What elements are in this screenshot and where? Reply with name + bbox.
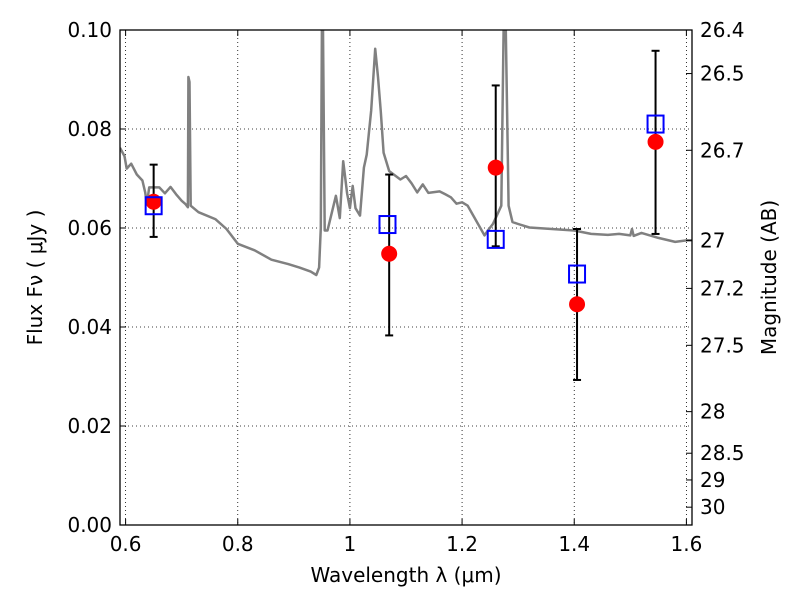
model-points: [144, 114, 665, 284]
right-tick-label: 28.5: [700, 441, 745, 465]
model-point: [144, 196, 163, 216]
spectrum-layer: [120, 30, 692, 277]
grid-lines: [120, 29, 692, 526]
right-tick-label: 29: [700, 468, 725, 492]
right-tick-label: 26.5: [700, 62, 745, 86]
right-tick-label: 27.2: [700, 276, 745, 300]
right-axis-label: Magnitude (AB): [757, 200, 781, 355]
x-axis-ticks: 0.6 0.8 1 1.2 1.4 1.6: [110, 30, 702, 556]
right-tick-label: 26.7: [700, 138, 745, 162]
observed-point: [569, 296, 586, 313]
y-tick-label: 0.08: [67, 117, 112, 141]
right-tick-label: 27: [700, 228, 725, 252]
y-axis-label: Flux Fν ( μJy ): [23, 210, 47, 346]
x-tick-label: 1.6: [670, 532, 702, 556]
y-axis-ticks: 0.00 0.02 0.04 0.06 0.08 0.10: [67, 18, 126, 537]
model-point: [646, 114, 665, 134]
right-tick-label: 30: [700, 495, 725, 519]
observed-point: [647, 133, 664, 150]
y-tick-label: 0.06: [67, 216, 112, 240]
x-tick-label: 1.2: [446, 532, 478, 556]
y-tick-label: 0.10: [67, 18, 112, 42]
x-axis-label: Wavelength λ (μm): [310, 563, 501, 587]
model-point: [486, 229, 505, 249]
right-tick-label: 28: [700, 400, 725, 424]
observed-point: [381, 245, 398, 262]
errorbar-layer: [149, 49, 660, 381]
right-tick-label: 26.4: [700, 18, 745, 42]
observed-points: [145, 133, 664, 313]
y-tick-label: 0.04: [67, 315, 112, 339]
model-point: [378, 215, 397, 235]
x-tick-label: 0.8: [222, 532, 254, 556]
y-tick-label: 0.02: [67, 414, 112, 438]
right-tick-label: 27.5: [700, 333, 745, 357]
y-tick-label: 0.00: [67, 513, 112, 537]
observed-point: [487, 159, 504, 176]
x-tick-label: 1.4: [558, 532, 590, 556]
plot-frame: [119, 29, 693, 526]
right-axis-ticks: 26.4 26.5 26.7 27 27.2 27.5 28 28.5 29 30: [686, 18, 745, 519]
model-point: [568, 264, 587, 284]
x-tick-label: 1: [344, 532, 357, 556]
x-tick-label: 0.6: [110, 532, 142, 556]
spectrum-line: [120, 30, 692, 277]
